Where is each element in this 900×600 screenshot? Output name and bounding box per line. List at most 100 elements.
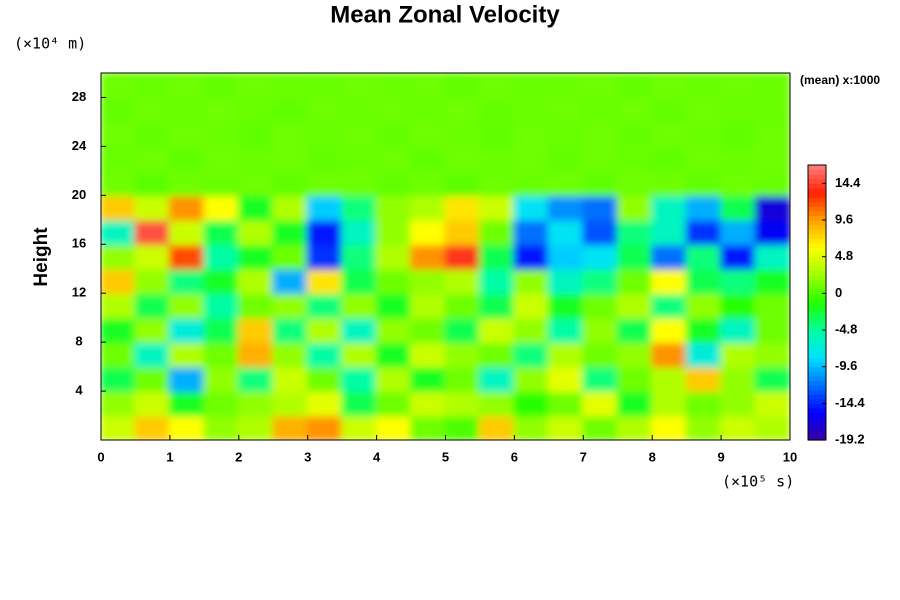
heatmap-cell [685,96,723,123]
heatmap-cell [582,73,619,99]
heatmap-cell [616,194,654,221]
colorbar-step [808,169,826,175]
colorbar-step [808,371,826,377]
heatmap-cell [272,218,309,246]
heatmap-cell [237,341,275,368]
colorbar-step [808,394,826,400]
heatmap-cell [616,73,654,99]
heatmap-cell [410,414,447,440]
heatmap-cell [134,365,171,393]
colorbar-step [808,215,826,221]
heatmap-cell [375,194,413,221]
heatmap-cell [685,341,723,368]
heatmap-cell [616,218,654,246]
heatmap-cell [272,169,309,197]
heatmap-cell [375,390,413,417]
heatmap-cell [720,145,757,172]
heatmap-cell [306,267,344,295]
heatmap-cell [513,390,550,417]
heatmap-cell [547,120,585,148]
heatmap-cell [168,390,206,417]
heatmap-cell [720,267,757,295]
colorbar-tick-label: -14.4 [835,395,865,410]
heatmap-cell [168,316,206,344]
heatmap-cell [168,292,206,319]
heatmap-cell [410,73,447,99]
heatmap-cell [685,267,723,295]
heatmap-cell [720,218,757,246]
heatmap-cell [272,73,309,99]
colorbar-step [808,325,826,331]
heatmap-cell [616,390,654,417]
heatmap-cell [444,365,481,393]
heatmap-cell [513,96,550,123]
heatmap-cell [134,243,171,270]
heatmap-cell [651,96,688,123]
heatmap-cell [272,267,309,295]
heatmap-cell [341,120,378,148]
heatmap-cell [306,73,344,99]
y-axis-title: Height [31,227,52,287]
heatmap-cell [582,390,619,417]
heatmap-cell [101,73,137,99]
colorbar-tick-label: -19.2 [835,431,865,446]
colorbar-step [808,288,826,294]
heatmap-cell [410,292,447,319]
heatmap-cell [306,243,344,270]
colorbar-step [808,348,826,354]
colorbar-step [808,183,826,189]
colorbar-step [808,343,826,349]
y-tick-label: 28 [72,89,86,104]
heatmap-cell [168,120,206,148]
heatmap-cell [410,194,447,221]
colorbar-step [808,426,826,432]
colorbar-step [808,362,826,368]
heatmap-cell [341,218,378,246]
heatmap-cell [168,218,206,246]
heatmap-cell [616,365,654,393]
colorbar-step [808,339,826,345]
colorbar-step [808,417,826,423]
heatmap-cell [754,414,790,440]
heatmap-cell [168,267,206,295]
colorbar-step [808,261,826,267]
colorbar-step [808,380,826,386]
heatmap-cell [720,243,757,270]
heatmap-cell [547,218,585,246]
heatmap-cell [341,96,378,123]
heatmap-cell [478,414,516,440]
heatmap-cell [582,341,619,368]
heatmap-cell [410,243,447,270]
heatmap-cell [375,414,413,440]
heatmap-cell [720,414,757,440]
heatmap-cell [341,145,378,172]
heatmap-cell [651,267,688,295]
colorbar-step [808,178,826,184]
heatmap-cell [306,390,344,417]
heatmap-cell [410,169,447,197]
heatmap-cell [168,145,206,172]
heatmap-cell [478,341,516,368]
x-tick-label: 10 [783,449,797,464]
colorbar-step [808,311,826,317]
heatmap-cell [375,341,413,368]
heatmap-cell [203,365,240,393]
heatmap-cell [168,341,206,368]
heatmap-cell [134,120,171,148]
heatmap-cell [134,194,171,221]
heatmap-cell [375,267,413,295]
heatmap-cell [168,96,206,123]
colorbar-step [808,201,826,207]
colorbar-step [808,407,826,414]
colorbar-step [808,187,826,194]
heatmap-cell [513,73,550,99]
heatmap-cell [651,316,688,344]
heatmap-cell [478,218,516,246]
heatmap-cell [272,341,309,368]
heatmap-cell [134,96,171,123]
heatmap-cell [410,365,447,393]
heatmap-cell [341,390,378,417]
colorbar-step [808,256,826,262]
colorbar-step [808,375,826,382]
heatmap-cell [754,96,790,123]
